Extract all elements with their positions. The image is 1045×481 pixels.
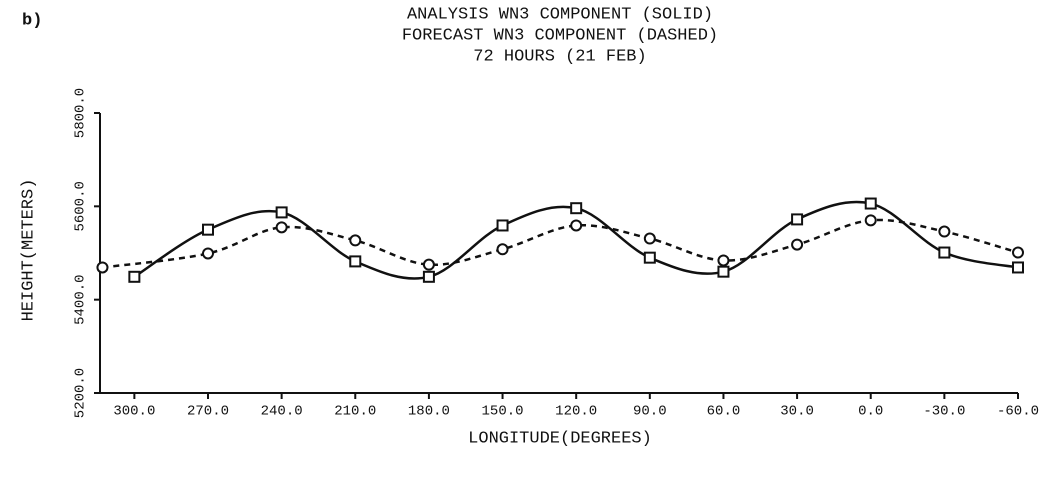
- x-tick-label: 300.0: [113, 404, 155, 420]
- x-axis-label: LONGITUDE(DEGREES): [468, 429, 652, 448]
- marker: [422, 270, 435, 283]
- y-axis-label: HEIGHT(METERS): [19, 179, 38, 322]
- annotation: 72 HOURS (21 FEB): [473, 47, 646, 66]
- x-tick-label: 120.0: [555, 404, 597, 420]
- marker: [1012, 246, 1024, 259]
- x-tick-label: 60.0: [707, 404, 741, 420]
- chart-subtitle: FORECAST WN3 COMPONENT (DASHED): [402, 26, 718, 45]
- y-tick-label: 5800.0: [73, 88, 89, 138]
- x-tick-label: 0.0: [858, 404, 883, 420]
- marker: [864, 197, 877, 210]
- marker: [864, 214, 877, 227]
- marker: [1012, 261, 1024, 274]
- panel-label: b): [22, 11, 42, 30]
- x-tick-label: 150.0: [482, 404, 524, 420]
- x-tick-label: -30.0: [923, 404, 965, 420]
- marker: [643, 232, 656, 245]
- marker: [202, 223, 214, 236]
- marker: [570, 202, 583, 215]
- x-tick-label: -60.0: [997, 404, 1039, 420]
- x-tick-label: 180.0: [408, 404, 450, 420]
- marker: [202, 247, 214, 260]
- marker: [791, 213, 804, 226]
- y-tick-label: 5400.0: [73, 274, 89, 324]
- x-tick-label: 30.0: [780, 404, 814, 420]
- marker: [496, 219, 509, 232]
- marker: [570, 219, 583, 232]
- marker: [128, 270, 141, 283]
- marker: [349, 255, 362, 268]
- marker: [275, 221, 288, 234]
- marker: [938, 225, 951, 238]
- marker: [717, 254, 730, 267]
- marker: [643, 251, 656, 264]
- marker: [275, 206, 288, 219]
- x-tick-label: 90.0: [633, 404, 667, 420]
- marker: [349, 234, 362, 247]
- x-tick-label: 240.0: [261, 404, 303, 420]
- marker: [496, 243, 509, 256]
- x-tick-label: 270.0: [187, 404, 229, 420]
- marker: [422, 258, 435, 271]
- chart-title: ANALYSIS WN3 COMPONENT (SOLID): [407, 5, 713, 24]
- y-tick-label: 5600.0: [73, 181, 89, 231]
- marker: [96, 261, 109, 274]
- y-tick-label: 5200.0: [73, 368, 89, 418]
- marker: [791, 238, 804, 251]
- marker: [717, 265, 730, 278]
- x-tick-label: 210.0: [334, 404, 376, 420]
- series-line: [102, 218, 1019, 269]
- marker: [938, 246, 951, 259]
